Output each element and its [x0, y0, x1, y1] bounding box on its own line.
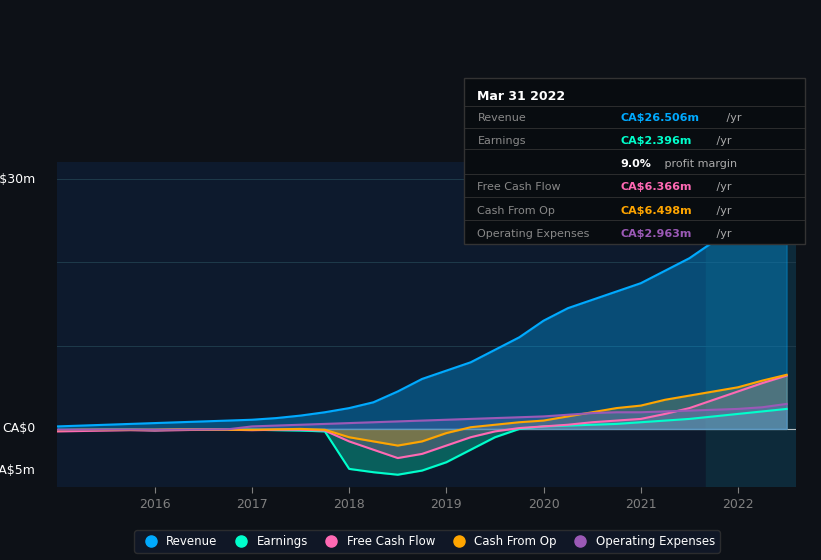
Text: /yr: /yr: [713, 136, 731, 146]
Bar: [706, 162, 796, 487]
Text: Mar 31 2022: Mar 31 2022: [478, 90, 566, 103]
Text: /yr: /yr: [713, 228, 731, 239]
Text: Free Cash Flow: Free Cash Flow: [478, 183, 561, 193]
Text: Earnings: Earnings: [478, 136, 526, 146]
Text: CA$0: CA$0: [2, 422, 35, 436]
Text: /yr: /yr: [713, 206, 731, 216]
Legend: Revenue, Earnings, Free Cash Flow, Cash From Op, Operating Expenses: Revenue, Earnings, Free Cash Flow, Cash …: [135, 530, 719, 553]
Text: CA$2.963m: CA$2.963m: [621, 228, 692, 239]
Text: CA$6.498m: CA$6.498m: [621, 206, 692, 216]
Text: Cash From Op: Cash From Op: [478, 206, 555, 216]
Text: CA$2.396m: CA$2.396m: [621, 136, 692, 146]
Text: 9.0%: 9.0%: [621, 159, 652, 169]
Text: Operating Expenses: Operating Expenses: [478, 228, 589, 239]
Text: CA$6.366m: CA$6.366m: [621, 183, 692, 193]
Text: Revenue: Revenue: [478, 113, 526, 123]
Text: /yr: /yr: [722, 113, 741, 123]
FancyBboxPatch shape: [464, 78, 805, 244]
Text: -CA$5m: -CA$5m: [0, 464, 35, 477]
Text: profit margin: profit margin: [662, 159, 737, 169]
Text: /yr: /yr: [713, 183, 731, 193]
Text: CA$30m: CA$30m: [0, 172, 35, 185]
Text: CA$26.506m: CA$26.506m: [621, 113, 699, 123]
